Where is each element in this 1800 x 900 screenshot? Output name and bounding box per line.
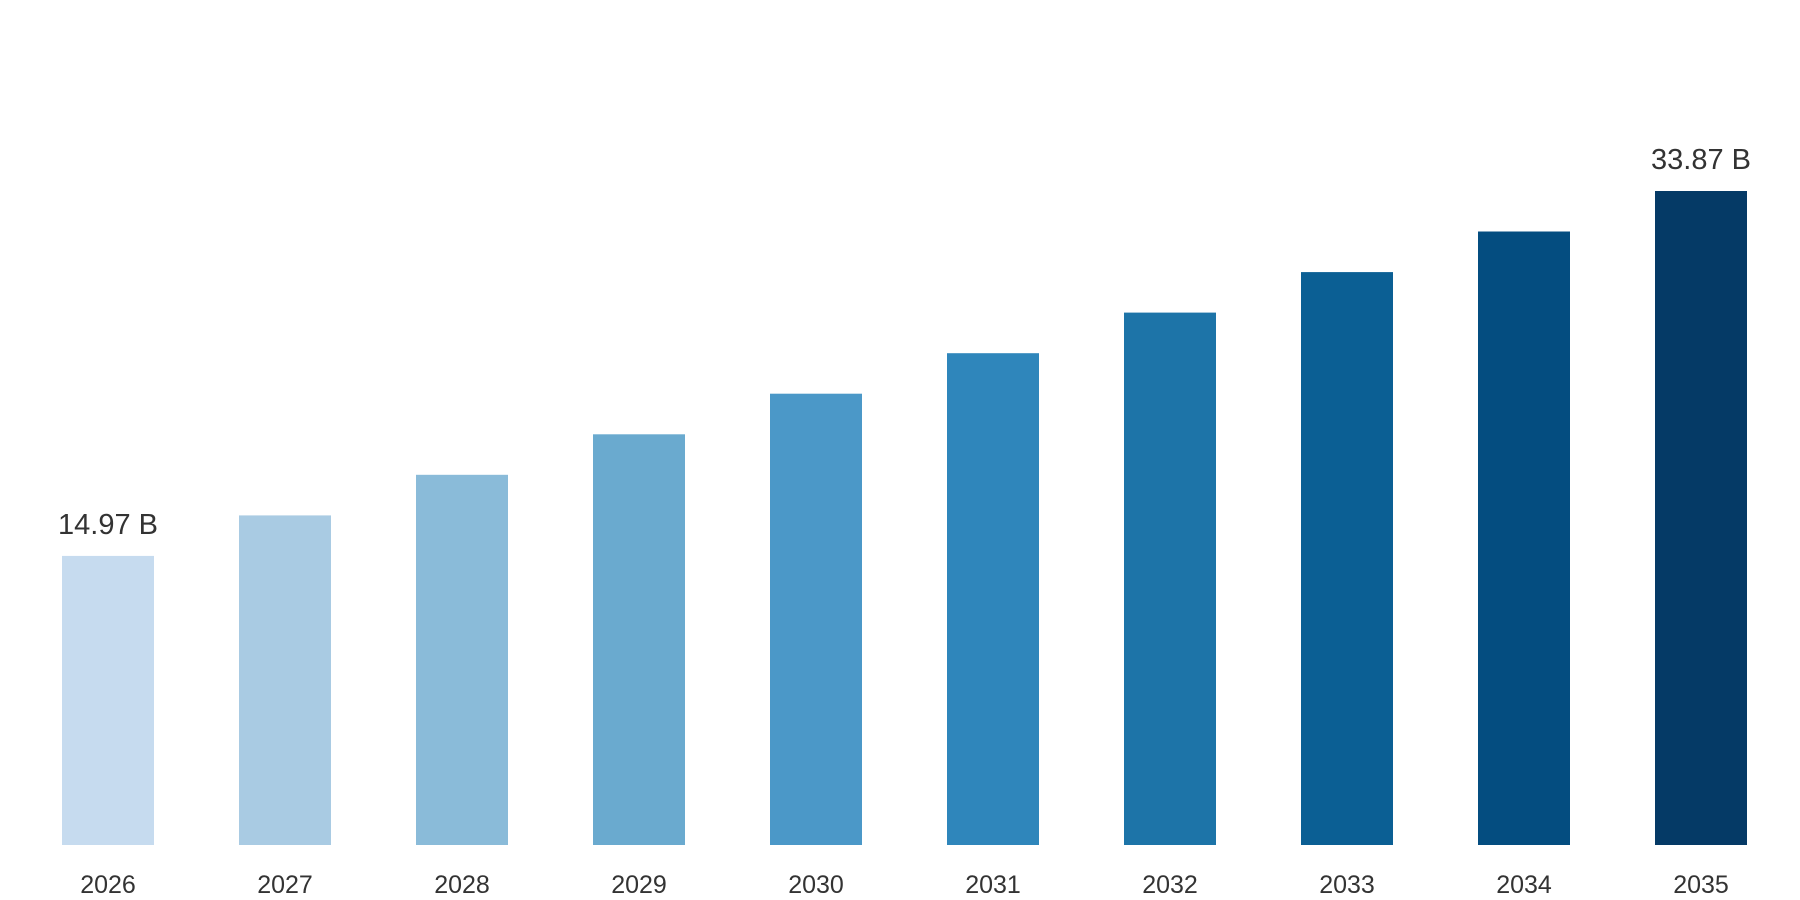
bar-2029 (593, 434, 685, 845)
bar-2028 (416, 474, 508, 845)
bar-2034 (1478, 231, 1570, 845)
bar-2035 (1655, 191, 1747, 845)
data-label-2035: 33.87 B (1651, 144, 1751, 176)
x-tick-label-2030: 2030 (788, 871, 844, 899)
x-tick-label-2032: 2032 (1142, 871, 1198, 899)
x-tick-label-2027: 2027 (257, 871, 313, 899)
data-labels-layer: 14.97 B 33.87 B (58, 144, 1751, 541)
data-label-2026: 14.97 B (58, 509, 158, 541)
x-tick-label-2028: 2028 (434, 871, 490, 899)
x-tick-label-2035: 2035 (1673, 871, 1729, 899)
x-tick-label-2029: 2029 (611, 871, 667, 899)
bar-2033 (1301, 272, 1393, 846)
x-axis-tick-labels: 2026 2027 2028 2029 2030 2031 2032 2033 2034 2035 (80, 871, 1729, 899)
bar-2032 (1124, 312, 1216, 846)
x-tick-label-2031: 2031 (965, 871, 1021, 899)
bar-2030 (770, 393, 862, 845)
bar-2027 (239, 515, 331, 845)
bar-2026 (62, 555, 154, 845)
x-tick-label-2033: 2033 (1319, 871, 1375, 899)
bars-layer (62, 191, 1747, 846)
x-tick-label-2026: 2026 (80, 871, 136, 899)
x-tick-label-2034: 2034 (1496, 871, 1552, 899)
bar-2031 (947, 353, 1039, 845)
